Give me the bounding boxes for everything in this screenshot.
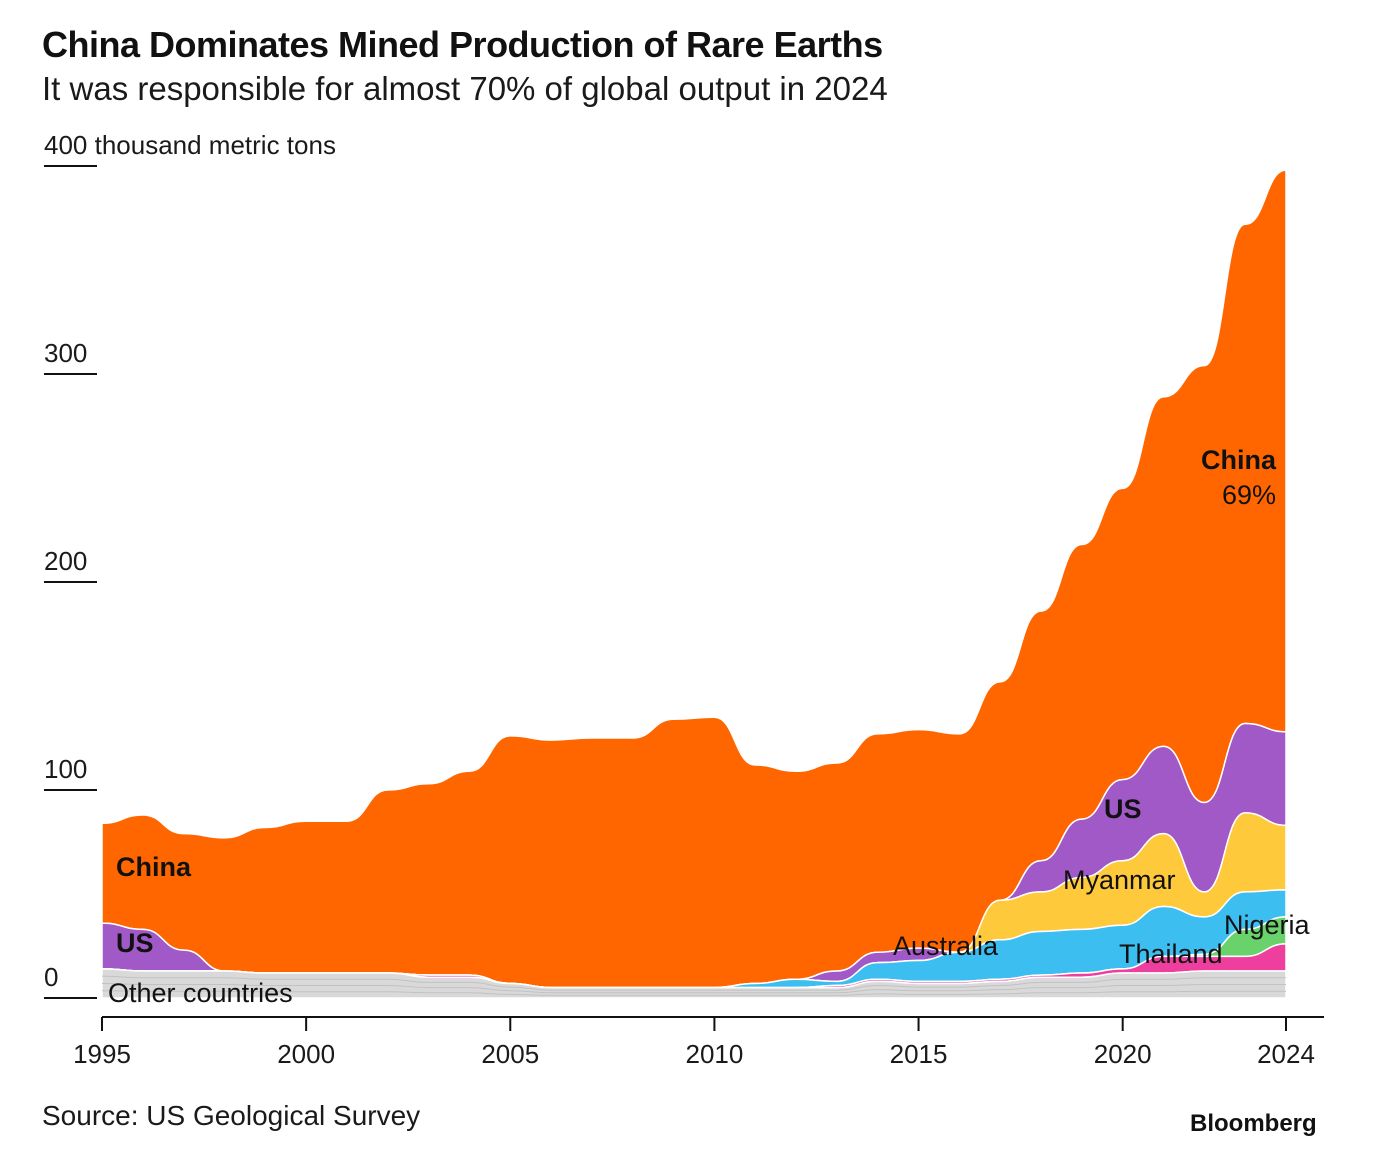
x-tick-label: 2010	[685, 1039, 743, 1069]
other-countries-line	[101, 990, 1286, 996]
y-tick-label: 400 thousand metric tons	[44, 130, 336, 160]
series-label-us: US	[116, 928, 154, 958]
y-tick-label: 200	[44, 546, 87, 576]
series-label-69: 69%	[1222, 480, 1276, 510]
series-label-thailand: Thailand	[1119, 939, 1223, 969]
x-tick-label: 2020	[1094, 1039, 1152, 1069]
y-tick-label: 100	[44, 754, 87, 784]
x-tick-label: 2015	[890, 1039, 948, 1069]
x-tick-label: 2000	[277, 1039, 335, 1069]
brand-logo: Bloomberg	[1190, 1110, 1317, 1137]
source-note: Source: US Geological Survey	[42, 1100, 421, 1131]
x-tick-label: 1995	[73, 1039, 131, 1069]
chart-subtitle: It was responsible for almost 70% of glo…	[42, 70, 888, 107]
other-countries-line	[101, 975, 1286, 991]
series-label-us: US	[1104, 794, 1142, 824]
y-tick-label: 0	[44, 962, 58, 992]
x-tick-label: 2005	[481, 1039, 539, 1069]
chart-title: China Dominates Mined Production of Rare…	[42, 24, 883, 65]
series-label-china: China	[1201, 445, 1277, 475]
series-label-other-countries: Other countries	[108, 978, 293, 1008]
area-other-countries	[101, 968, 1287, 999]
series-label-australia: Australia	[893, 931, 999, 961]
other-countries-line	[101, 982, 1286, 994]
y-tick-label: 300	[44, 338, 87, 368]
series-label-myanmar: Myanmar	[1063, 865, 1176, 895]
series-label-nigeria: Nigeria	[1224, 910, 1311, 940]
x-tick-label: 2024	[1257, 1039, 1315, 1069]
series-label-china: China	[116, 852, 192, 882]
